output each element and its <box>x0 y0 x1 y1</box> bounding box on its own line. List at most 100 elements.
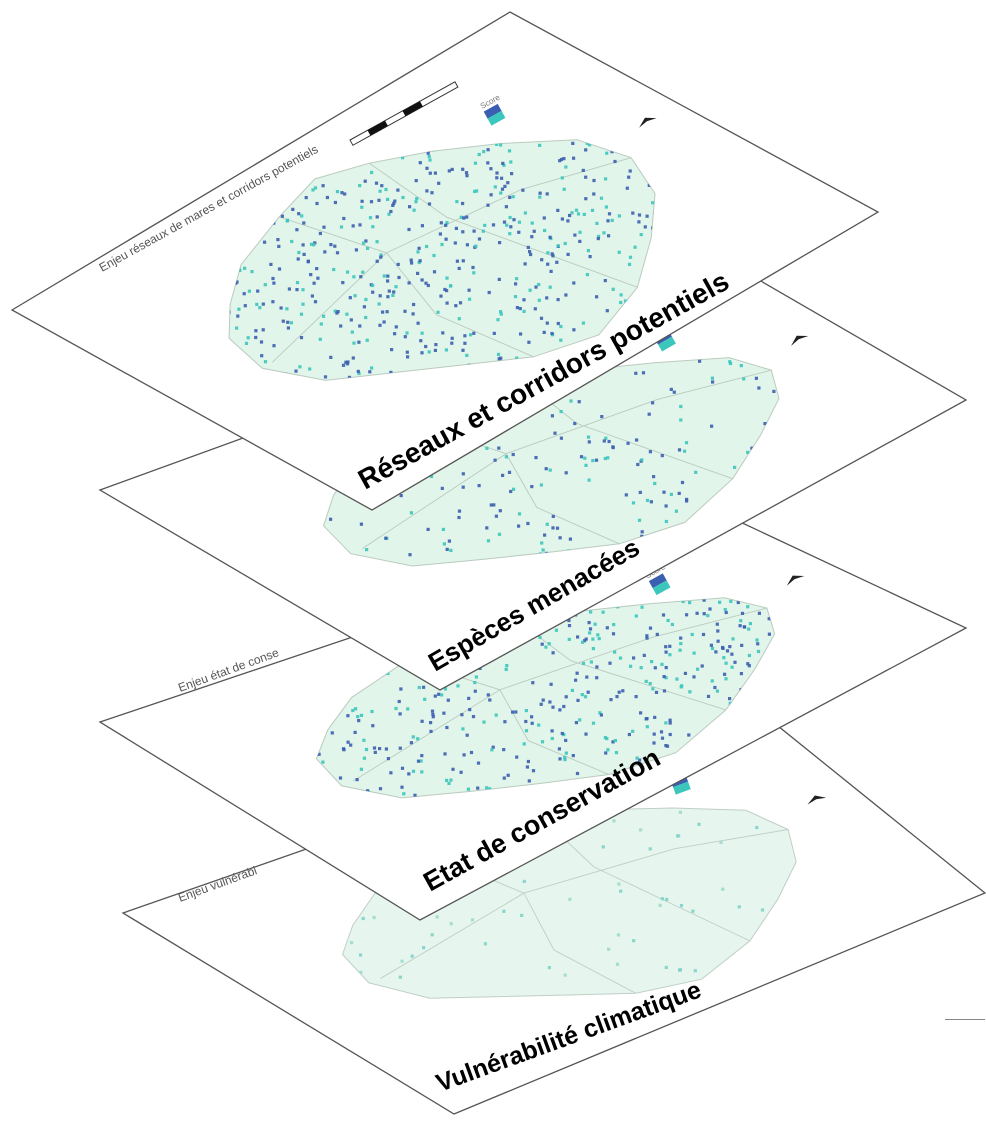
score-dot <box>281 319 285 323</box>
score-dot <box>545 192 549 196</box>
score-dot <box>605 626 609 630</box>
score-dot <box>371 290 375 294</box>
score-dot <box>634 614 638 618</box>
score-dot <box>555 526 560 530</box>
score-dot <box>550 729 554 733</box>
score-dot <box>365 548 369 552</box>
score-dot <box>589 660 593 664</box>
score-dot <box>457 509 462 513</box>
score-dot <box>617 250 621 254</box>
score-dot <box>584 637 588 641</box>
score-dot <box>436 310 440 314</box>
score-dot <box>678 648 682 652</box>
score-dot <box>660 454 664 458</box>
score-dot <box>378 323 382 327</box>
score-dot <box>505 223 509 227</box>
score-dot <box>509 225 513 229</box>
score-dot <box>346 360 350 364</box>
score-dot <box>644 679 648 683</box>
score-dot <box>528 250 532 254</box>
score-dot <box>403 335 407 339</box>
score-dot <box>574 721 578 725</box>
score-dot <box>483 942 487 946</box>
score-dot <box>563 241 567 246</box>
score-dot <box>517 230 521 234</box>
score-dot <box>425 189 429 193</box>
score-dot <box>578 239 582 243</box>
score-dot <box>364 297 368 302</box>
score-dot <box>584 175 588 179</box>
score-dot <box>559 157 564 162</box>
score-dot <box>540 258 544 262</box>
score-dot <box>690 632 694 637</box>
score-dot <box>386 197 390 201</box>
score-dot <box>475 189 479 193</box>
score-dot <box>352 341 356 345</box>
score-dot <box>359 767 363 771</box>
score-dot <box>477 237 482 241</box>
score-dot <box>665 897 669 901</box>
score-dot <box>440 693 444 697</box>
score-dot <box>531 681 535 685</box>
score-dot <box>312 281 316 285</box>
score-dot <box>340 191 344 195</box>
score-dot <box>702 598 706 602</box>
score-dot <box>612 819 616 823</box>
score-dot <box>597 637 601 641</box>
score-dot <box>261 328 265 332</box>
score-dot <box>339 324 343 328</box>
score-dot <box>588 627 593 631</box>
score-dot <box>462 753 466 757</box>
score-dot <box>379 255 383 259</box>
score-dot <box>318 337 322 341</box>
score-dot <box>639 828 643 832</box>
score-dot <box>412 208 416 212</box>
score-dot <box>591 637 595 641</box>
score-dot <box>588 631 592 635</box>
score-dot <box>260 354 264 358</box>
score-dot <box>730 652 734 656</box>
score-dot <box>571 754 575 758</box>
score-dot <box>356 715 360 719</box>
score-dot <box>607 234 611 238</box>
score-dot <box>488 698 492 702</box>
score-dot <box>459 215 463 219</box>
score-dot <box>499 191 503 195</box>
score-dot <box>398 975 402 979</box>
score-dot <box>754 376 758 380</box>
score-dot <box>463 334 467 338</box>
score-dot <box>725 649 730 653</box>
score-dot <box>716 639 720 643</box>
score-dot <box>457 266 461 270</box>
score-dot <box>573 421 577 426</box>
score-dot <box>413 793 417 797</box>
score-dot <box>647 183 651 187</box>
score-dot <box>244 341 249 345</box>
score-dot <box>611 740 615 744</box>
score-dot <box>550 331 554 336</box>
score-dot <box>424 281 428 285</box>
score-dot <box>562 157 566 161</box>
score-dot <box>363 179 367 183</box>
score-dot <box>420 278 424 282</box>
score-dot <box>276 238 280 242</box>
score-dot <box>548 235 552 239</box>
score-dot <box>678 810 682 814</box>
score-dot <box>568 537 572 541</box>
score-dot <box>636 462 640 467</box>
score-dot <box>507 470 512 474</box>
score-dot <box>335 311 339 315</box>
score-dot <box>263 240 267 244</box>
score-dot <box>501 161 505 165</box>
score-dot <box>289 321 293 325</box>
score-dot <box>653 481 657 486</box>
score-dot <box>639 711 643 715</box>
score-dot <box>576 698 580 702</box>
score-dot <box>355 778 359 782</box>
score-dot <box>246 336 250 340</box>
score-dot <box>567 618 571 623</box>
score-dot <box>530 715 534 719</box>
score-dot <box>582 212 586 216</box>
score-dot <box>739 672 743 676</box>
score-dot <box>312 243 316 247</box>
